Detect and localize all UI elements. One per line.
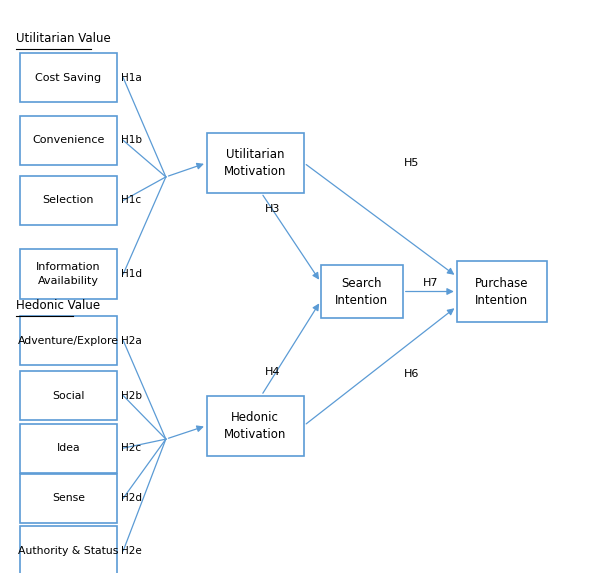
Text: Information
Availability: Information Availability — [36, 263, 101, 286]
FancyBboxPatch shape — [206, 133, 304, 193]
Text: H1c: H1c — [122, 195, 142, 206]
FancyBboxPatch shape — [20, 371, 117, 420]
Text: H3: H3 — [265, 204, 280, 214]
Text: Search
Intention: Search Intention — [335, 276, 388, 306]
Text: Authority & Status: Authority & Status — [18, 545, 119, 556]
Text: H2c: H2c — [122, 443, 142, 453]
Text: Adventure/Explore: Adventure/Explore — [18, 336, 119, 346]
Text: Hedonic
Motivation: Hedonic Motivation — [224, 411, 287, 441]
Text: Convenience: Convenience — [33, 135, 104, 145]
Text: H6: H6 — [405, 369, 420, 379]
Text: Selection: Selection — [43, 195, 94, 206]
FancyBboxPatch shape — [457, 262, 546, 321]
FancyBboxPatch shape — [20, 249, 117, 298]
Text: H2b: H2b — [122, 391, 142, 400]
Text: H4: H4 — [265, 366, 280, 377]
FancyBboxPatch shape — [20, 526, 117, 575]
FancyBboxPatch shape — [206, 396, 304, 456]
Text: H2a: H2a — [122, 336, 142, 346]
Text: H2d: H2d — [122, 493, 142, 503]
Text: Cost Saving: Cost Saving — [36, 73, 101, 83]
FancyBboxPatch shape — [20, 423, 117, 473]
Text: H7: H7 — [422, 278, 438, 288]
FancyBboxPatch shape — [20, 316, 117, 365]
Text: Purchase
Intention: Purchase Intention — [475, 276, 529, 306]
FancyBboxPatch shape — [20, 116, 117, 165]
Text: Sense: Sense — [52, 493, 85, 503]
FancyBboxPatch shape — [321, 265, 403, 318]
Text: Social: Social — [52, 391, 85, 400]
Text: H1a: H1a — [122, 73, 142, 83]
FancyBboxPatch shape — [20, 473, 117, 522]
Text: Utilitarian Value: Utilitarian Value — [16, 32, 111, 46]
FancyBboxPatch shape — [20, 54, 117, 103]
Text: Hedonic Value: Hedonic Value — [16, 299, 100, 312]
Text: H1b: H1b — [122, 135, 142, 145]
Text: H1d: H1d — [122, 269, 142, 279]
Text: H5: H5 — [405, 158, 420, 168]
Text: H2e: H2e — [122, 545, 142, 556]
Text: Idea: Idea — [56, 443, 80, 453]
FancyBboxPatch shape — [20, 176, 117, 225]
Text: Utilitarian
Motivation: Utilitarian Motivation — [224, 148, 287, 178]
